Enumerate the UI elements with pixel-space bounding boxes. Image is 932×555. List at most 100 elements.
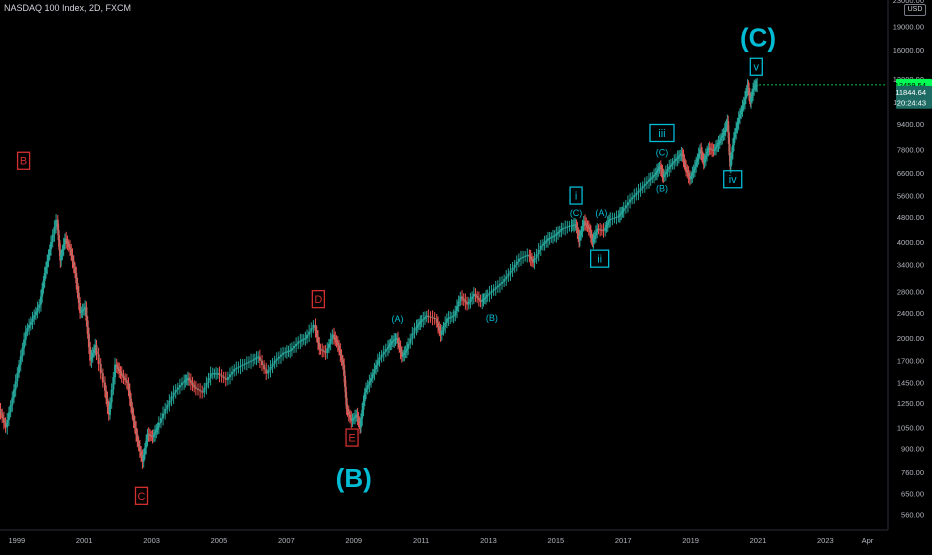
price-candle: [639, 188, 642, 191]
price-candle: [211, 373, 214, 375]
price-candle: [290, 348, 293, 351]
wave-label-d-2: D: [311, 289, 326, 309]
time-axis[interactable]: 1999 2001 2003 2005 2007 2009 2011 2013 2015 2017…: [0, 529, 888, 545]
price-candle: [258, 356, 261, 361]
x-tick-label: 2017: [615, 536, 632, 545]
currency-badge[interactable]: USD: [904, 4, 926, 16]
price-candle: [411, 333, 414, 339]
wave-label-text: iv: [729, 174, 737, 186]
wave-label-text: (C): [656, 148, 669, 158]
y-tick-label: 1050.00: [897, 423, 924, 432]
x-tick-label: 2011: [413, 536, 429, 545]
price-candle: [517, 258, 520, 262]
x-tick-label: 2009: [345, 536, 362, 545]
price-candle: [384, 348, 387, 352]
wave-label-text: iii: [658, 128, 665, 140]
wave-label-b-4: (B): [336, 463, 372, 493]
wave-label-ii-10: ii: [590, 249, 610, 268]
wave-label-text: (B): [486, 313, 498, 323]
price-series-layer: [0, 77, 759, 469]
y-tick-label: 1700.00: [897, 357, 924, 366]
price-candle: [205, 382, 208, 388]
price-candle: [635, 192, 638, 196]
price-label-1: 11844.64: [895, 85, 932, 98]
y-tick-label: 4000.00: [897, 238, 924, 247]
price-candle: [216, 373, 219, 375]
price-candle: [164, 408, 167, 414]
wave-label-box: [345, 428, 359, 447]
wave-label-c-16: (C): [740, 22, 776, 52]
price-label-bg: [896, 96, 932, 109]
wave-label-text: D: [314, 294, 322, 306]
price-candle: [273, 360, 276, 364]
price-candle: [629, 199, 632, 203]
price-candle: [513, 264, 516, 268]
price-candle: [505, 276, 508, 280]
wave-label-box: [749, 57, 763, 76]
price-candle: [231, 371, 234, 375]
y-tick-label: 7800.00: [897, 146, 924, 155]
x-tick-label: 2019: [682, 536, 699, 545]
y-tick-label: 6600.00: [897, 169, 924, 178]
price-candle: [176, 387, 179, 391]
price-candle: [539, 245, 542, 250]
y-tick-label: 2800.00: [897, 288, 924, 297]
x-tick-label: 2021: [750, 536, 767, 545]
wave-label-box: [16, 151, 31, 170]
wave-label-box: [590, 249, 610, 268]
y-tick-label: 650.00: [901, 490, 924, 499]
price-candle: [599, 229, 602, 231]
chart-title: NASDAQ 100 Index, 2D, FXCM: [4, 3, 132, 13]
wave-label-v-15: v: [749, 57, 763, 76]
price-candle: [637, 190, 640, 193]
price-candle: [407, 343, 410, 349]
price-candle: [624, 205, 627, 209]
wave-label-c-12: (C): [656, 148, 669, 158]
price-candle: [602, 230, 605, 232]
wave-label-text: ii: [597, 254, 602, 266]
price-candle: [168, 400, 171, 405]
price-candle: [157, 422, 160, 428]
x-tick-label: 2001: [76, 536, 93, 545]
price-candle: [378, 357, 381, 361]
x-tick-label: 1999: [9, 536, 26, 545]
wave-label-box: [569, 186, 583, 205]
price-candle: [380, 354, 383, 358]
price-candle: [229, 374, 232, 378]
wave-label-text: (A): [595, 208, 607, 218]
price-series-line: [0, 84, 758, 462]
price-label-text: 11844.64: [895, 88, 926, 97]
wave-label-text: E: [348, 433, 355, 445]
wave-label-iv-14: iv: [723, 170, 743, 189]
price-candle: [511, 267, 514, 271]
price-label-2: 20:24:43: [896, 96, 932, 109]
y-tick-label: 2400.00: [897, 309, 924, 318]
wave-label-b-6: (B): [486, 313, 498, 323]
price-candle: [162, 413, 165, 419]
wave-label-text: (C): [570, 208, 583, 218]
wave-label-box: [134, 486, 149, 505]
price-candle: [233, 368, 236, 372]
y-tick-label: 9400.00: [897, 120, 924, 129]
price-candle: [203, 387, 206, 393]
x-tick-label: 2005: [211, 536, 228, 545]
price-candle: [101, 373, 104, 383]
price-candle: [265, 369, 268, 374]
price-candle: [172, 392, 175, 397]
price-candle: [159, 418, 162, 423]
price-candle: [209, 373, 212, 379]
price-candle: [99, 363, 102, 374]
y-tick-label: 4800.00: [897, 213, 924, 222]
price-axis[interactable]: 23000.0019000.0016000.0013000.0011000.00…: [887, 0, 932, 530]
price-candle: [271, 363, 274, 367]
price-candle: [535, 254, 538, 259]
price-candle: [215, 373, 218, 375]
price-candle: [267, 370, 270, 374]
wave-label-box: [311, 289, 326, 309]
x-tick-label: 2013: [480, 536, 497, 545]
wave-label-text: (B): [656, 184, 668, 194]
y-tick-label: 2000.00: [897, 334, 924, 343]
